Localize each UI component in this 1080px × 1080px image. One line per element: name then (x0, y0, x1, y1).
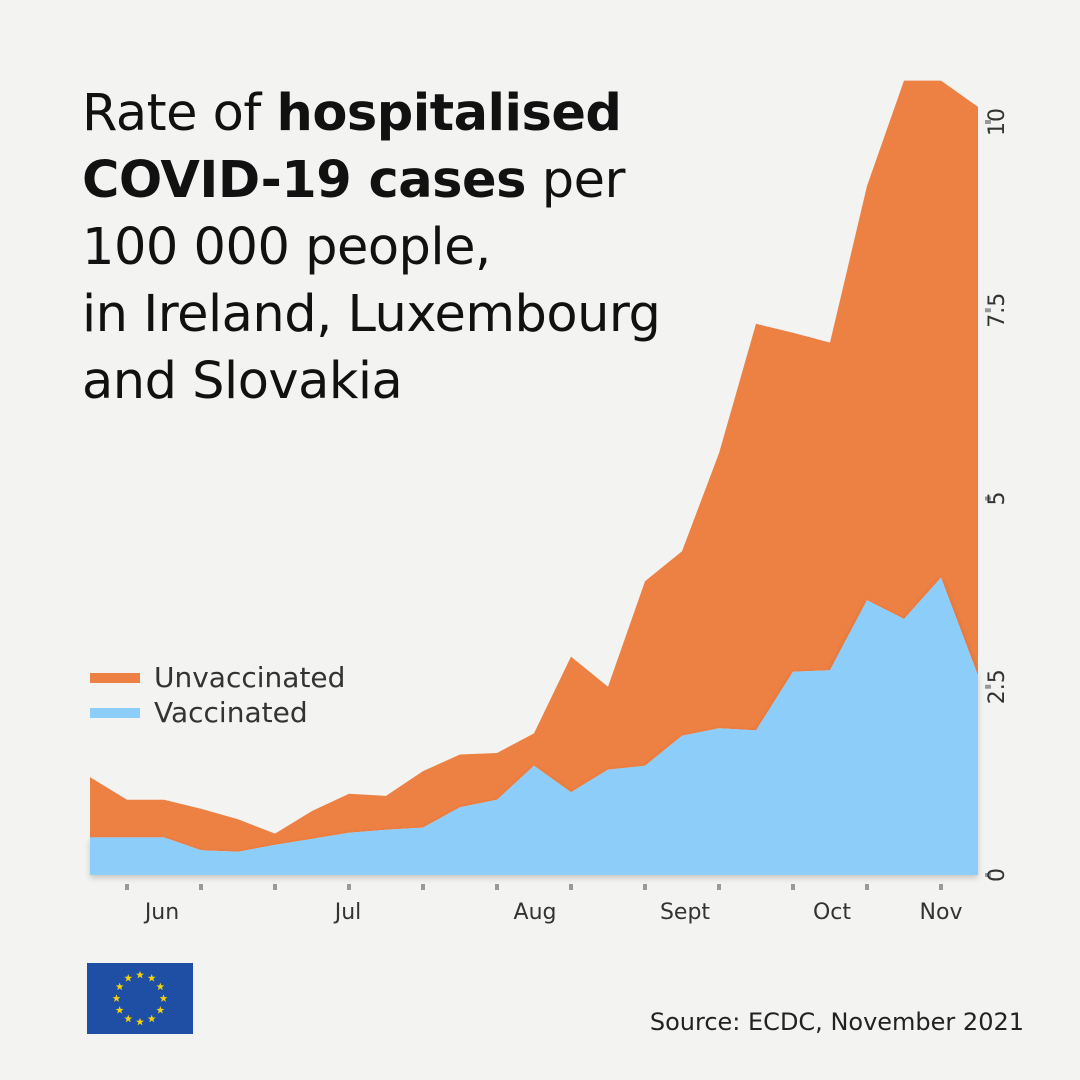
y-tick-mark (985, 873, 991, 877)
x-tick-mark (717, 884, 721, 890)
flag-star (136, 1017, 144, 1026)
y-tick-label: 5 (985, 492, 1010, 506)
source-note: Source: ECDC, November 2021 (649, 1008, 1024, 1036)
legend-vaccinated-label: Vaccinated (154, 696, 308, 729)
x-tick-mark (125, 884, 129, 890)
title-bold-2: COVID-19 cases (82, 151, 526, 210)
y-tick-label: 7.5 (985, 293, 1010, 328)
x-tick-mark (643, 884, 647, 890)
x-tick-mark (791, 884, 795, 890)
flag-star (124, 973, 133, 982)
x-tick-mark (273, 884, 277, 890)
y-tick-mark (985, 684, 991, 689)
eu-flag-logo (87, 963, 193, 1034)
chart-title: Rate of hospitalised COVID-19 cases per … (82, 80, 722, 415)
title-line-5: and Slovakia (82, 352, 403, 411)
x-tick-mark (347, 884, 351, 890)
title-line-4: in Ireland, Luxembourg (82, 285, 661, 344)
flag-star (112, 994, 121, 1002)
legend-unvaccinated: Unvaccinated (90, 661, 345, 694)
y-tick-label: 0 (985, 868, 1010, 882)
title-text-2: per (525, 151, 626, 210)
title-text-1: Rate of (82, 84, 277, 143)
y-tick-label: 10 (985, 108, 1010, 136)
y-tick-mark (985, 308, 991, 313)
series-area-vaccinated (90, 577, 978, 875)
y-tick-mark (985, 120, 991, 124)
flag-star (147, 1014, 156, 1023)
legend-unvaccinated-swatch (90, 672, 140, 683)
legend-vaccinated: Vaccinated (90, 696, 308, 729)
legend-vaccinated-swatch (90, 707, 140, 718)
flag-star (156, 1006, 165, 1014)
x-tick-mark (939, 884, 943, 890)
flag-star (156, 982, 165, 991)
y-tick-mark (985, 496, 991, 501)
x-tick-label: Oct (813, 900, 851, 925)
flag-star (147, 973, 156, 982)
x-tick-mark (865, 884, 869, 890)
x-tick-mark (199, 884, 203, 890)
flag-star (115, 1006, 124, 1014)
x-tick-label: Jun (143, 900, 179, 925)
legend-unvaccinated-label: Unvaccinated (154, 661, 346, 694)
flag-star (136, 970, 144, 979)
flag-star (159, 994, 168, 1002)
series-area-unvaccinated (90, 80, 978, 852)
x-tick-label: Jul (333, 900, 362, 925)
x-tick-mark (421, 884, 425, 890)
flag-star (124, 1014, 133, 1023)
flag-star (115, 982, 124, 991)
x-tick-label: Nov (920, 900, 963, 925)
y-tick-label: 2.5 (985, 669, 1010, 704)
title-line-3: 100 000 people, (82, 218, 491, 277)
x-tick-label: Aug (514, 900, 557, 925)
x-tick-mark (495, 884, 499, 890)
x-tick-label: Sept (660, 900, 710, 925)
title-bold-1: hospitalised (276, 84, 622, 143)
x-tick-mark (569, 884, 573, 890)
